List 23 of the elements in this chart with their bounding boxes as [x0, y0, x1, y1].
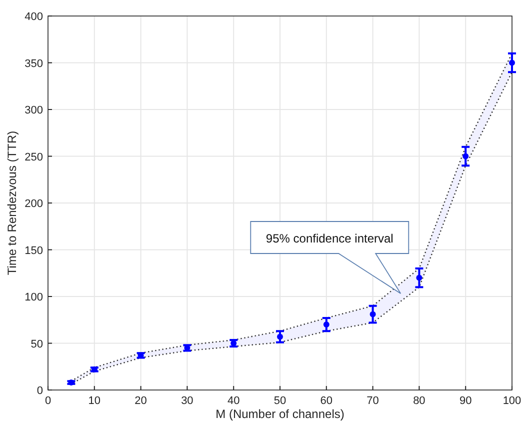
y-tick-label: 100	[24, 292, 43, 304]
y-tick-label: 150	[24, 244, 43, 257]
x-tick-label: 0	[44, 395, 52, 407]
x-tick-label: 60	[320, 395, 333, 407]
x-tick-label: 70	[366, 395, 379, 407]
y-tick-label: 350	[24, 58, 43, 70]
x-tick-label: 40	[227, 395, 240, 407]
y-tick-label: 300	[24, 104, 43, 116]
y-tick-label: 250	[24, 151, 43, 164]
x-tick-label: 20	[134, 395, 147, 407]
x-tick-label: 100	[502, 395, 522, 407]
y-axis-title: Time to Rendezvous (TTR)	[5, 130, 19, 276]
x-tick-label: 80	[413, 395, 426, 407]
x-tick-label: 90	[459, 395, 472, 407]
x-tick-label: 30	[181, 395, 194, 407]
y-tick-label: 0	[36, 385, 43, 397]
x-tick-label: 10	[88, 395, 101, 407]
x-axis-title: M (Number of channels)	[216, 407, 344, 421]
y-tick-label: 200	[24, 198, 43, 210]
y-tick-label: 50	[30, 338, 43, 350]
x-tick-label: 50	[274, 395, 286, 407]
annotation: 95% confidence interval	[266, 232, 394, 246]
y-tick-label: 400	[24, 11, 43, 23]
